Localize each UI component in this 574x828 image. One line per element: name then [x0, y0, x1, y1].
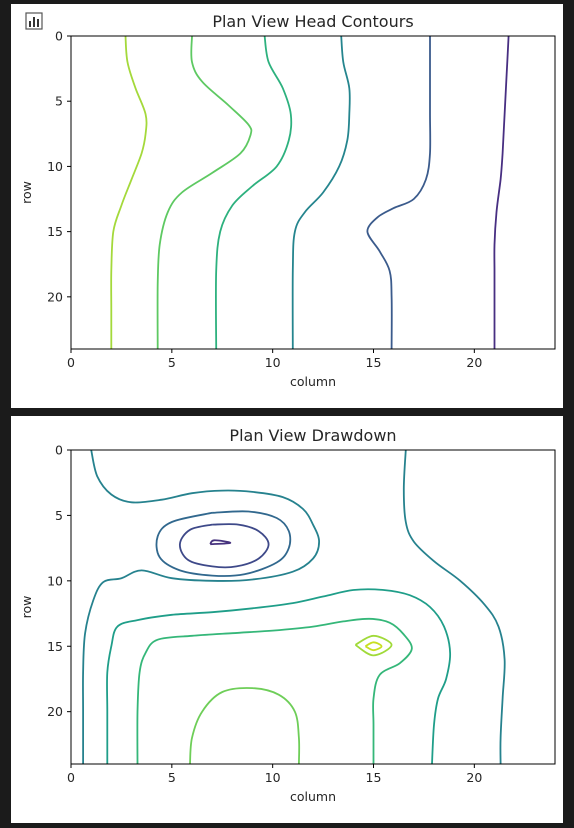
contour-line-3	[82, 450, 320, 764]
drawdown-figure: Plan View Drawdown 0 5 10 15 20 0 5 10 15 20 column…	[11, 416, 563, 823]
x-tick-label: 5	[168, 355, 176, 370]
y-tick-label: 5	[55, 94, 63, 109]
x-tick-label: 20	[466, 770, 482, 785]
x-tick-label: 0	[67, 355, 75, 370]
chart-title: Plan View Drawdown	[229, 426, 396, 445]
contour-line-1	[156, 36, 253, 349]
y-axis-label: row	[19, 596, 34, 619]
y-tick-label: 10	[47, 159, 63, 174]
head-contours-chart: Plan View Head Contours 0 5 10 15 20 0 5 10 15 20 c…	[19, 12, 556, 389]
x-tick-label: 10	[265, 770, 281, 785]
y-tick-label: 5	[55, 508, 63, 523]
y-tick-label: 15	[47, 639, 63, 654]
x-tick-label: 20	[466, 355, 482, 370]
plot-frame	[70, 449, 556, 765]
contour-line-5	[106, 588, 452, 764]
drawdown-chart: Plan View Drawdown 0 5 10 15 20 0 5 10 15 20 column…	[19, 426, 556, 804]
y-tick-label: 0	[55, 443, 63, 458]
plot-frame	[70, 35, 556, 350]
contour-lines	[110, 36, 510, 349]
contour-line-2	[155, 510, 292, 577]
y-tick-label: 20	[47, 704, 63, 719]
contour-line-3	[291, 36, 351, 349]
y-axis-label: row	[19, 181, 34, 204]
contour-line-9	[364, 641, 383, 652]
contour-line-4	[366, 36, 432, 349]
contour-line-4	[402, 450, 506, 764]
head-contours-figure: Plan View Head Contours 0 5 10 15 20 0 5 10 15 20 c…	[11, 4, 563, 408]
contour-line-5	[493, 36, 510, 349]
bar-chart-icon[interactable]	[25, 12, 43, 30]
x-tick-label: 10	[265, 355, 281, 370]
x-axis-label: column	[290, 374, 336, 389]
contour-lines	[82, 450, 506, 764]
contour-line-7	[189, 687, 301, 764]
contour-line-8	[354, 634, 393, 657]
contour-line-0	[110, 36, 148, 349]
x-tick-label: 15	[366, 770, 382, 785]
x-tick-label: 15	[366, 355, 382, 370]
x-axis-label: column	[290, 789, 336, 804]
y-tick-label: 20	[47, 289, 63, 304]
x-tick-label: 0	[67, 770, 75, 785]
y-tick-label: 0	[55, 29, 63, 44]
y-tick-label: 15	[47, 224, 63, 239]
y-tick-label: 10	[47, 573, 63, 588]
chart-title: Plan View Head Contours	[212, 12, 413, 31]
x-tick-label: 5	[168, 770, 176, 785]
contour-line-1	[178, 523, 270, 569]
contour-line-6	[136, 617, 413, 764]
contour-line-0	[209, 539, 232, 546]
contour-line-2	[214, 36, 293, 349]
